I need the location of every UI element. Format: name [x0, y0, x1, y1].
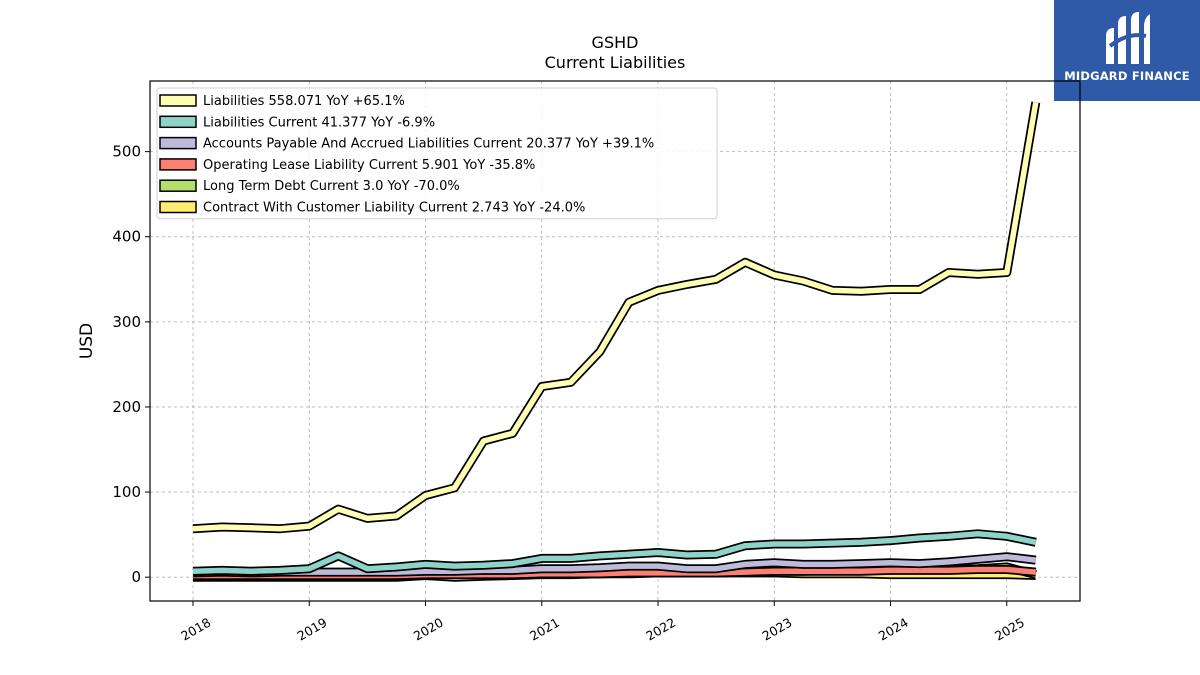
series-line [192, 101, 1039, 532]
chart-title: GSHD [591, 33, 639, 52]
series-layer [192, 101, 1041, 582]
midgard-m-logo-icon [1106, 12, 1150, 64]
x-tick-label: 2023 [759, 615, 794, 644]
legend-entry: Contract With Customer Liability Current… [203, 201, 585, 216]
legend-swatch [159, 179, 197, 192]
legend-swatch [159, 94, 197, 107]
y-tick-label: 0 [131, 568, 141, 586]
x-tick-label: 2024 [876, 615, 911, 644]
legend-entry: Liabilities Current 41.377 YoY -6.9% [203, 115, 435, 130]
legend-entry: Operating Lease Liability Current 5.901 … [203, 158, 535, 173]
legend-entry: Accounts Payable And Accrued Liabilities… [203, 137, 654, 152]
y-tick-label: 400 [112, 228, 141, 246]
x-tick-label: 2019 [294, 615, 329, 644]
x-tick-label: 2021 [527, 615, 562, 644]
series-line [192, 531, 1037, 574]
chart-subtitle: Current Liabilities [544, 53, 686, 72]
legend-swatch [159, 158, 197, 171]
brand-logo: MIDGARD FINANCE [1054, 0, 1200, 101]
x-tick-label: 2018 [178, 615, 213, 644]
legend-box [156, 87, 718, 220]
legend-swatch [159, 200, 197, 214]
legend-entry: Liabilities 558.071 YoY +65.1% [203, 94, 405, 109]
legend-entry: Long Term Debt Current 3.0 YoY -70.0% [203, 179, 460, 194]
legend-swatch [159, 136, 197, 150]
y-tick-label: 200 [112, 398, 141, 416]
y-tick-label: 500 [112, 143, 141, 161]
series-line [192, 553, 1037, 576]
plot-frame [149, 80, 1081, 602]
x-tick-label: 2020 [411, 615, 446, 644]
y-tick-label: 100 [112, 483, 141, 501]
y-tick-label: 300 [112, 313, 141, 331]
legend-swatch [159, 115, 197, 129]
legend: Liabilities 558.071 YoY +65.1% Liabilitie… [156, 87, 718, 220]
brand-name: MIDGARD FINANCE [1064, 69, 1190, 83]
x-tick-label: 2022 [643, 615, 678, 644]
x-tick-label: 2025 [992, 615, 1027, 644]
y-axis-label: USD [77, 323, 97, 359]
